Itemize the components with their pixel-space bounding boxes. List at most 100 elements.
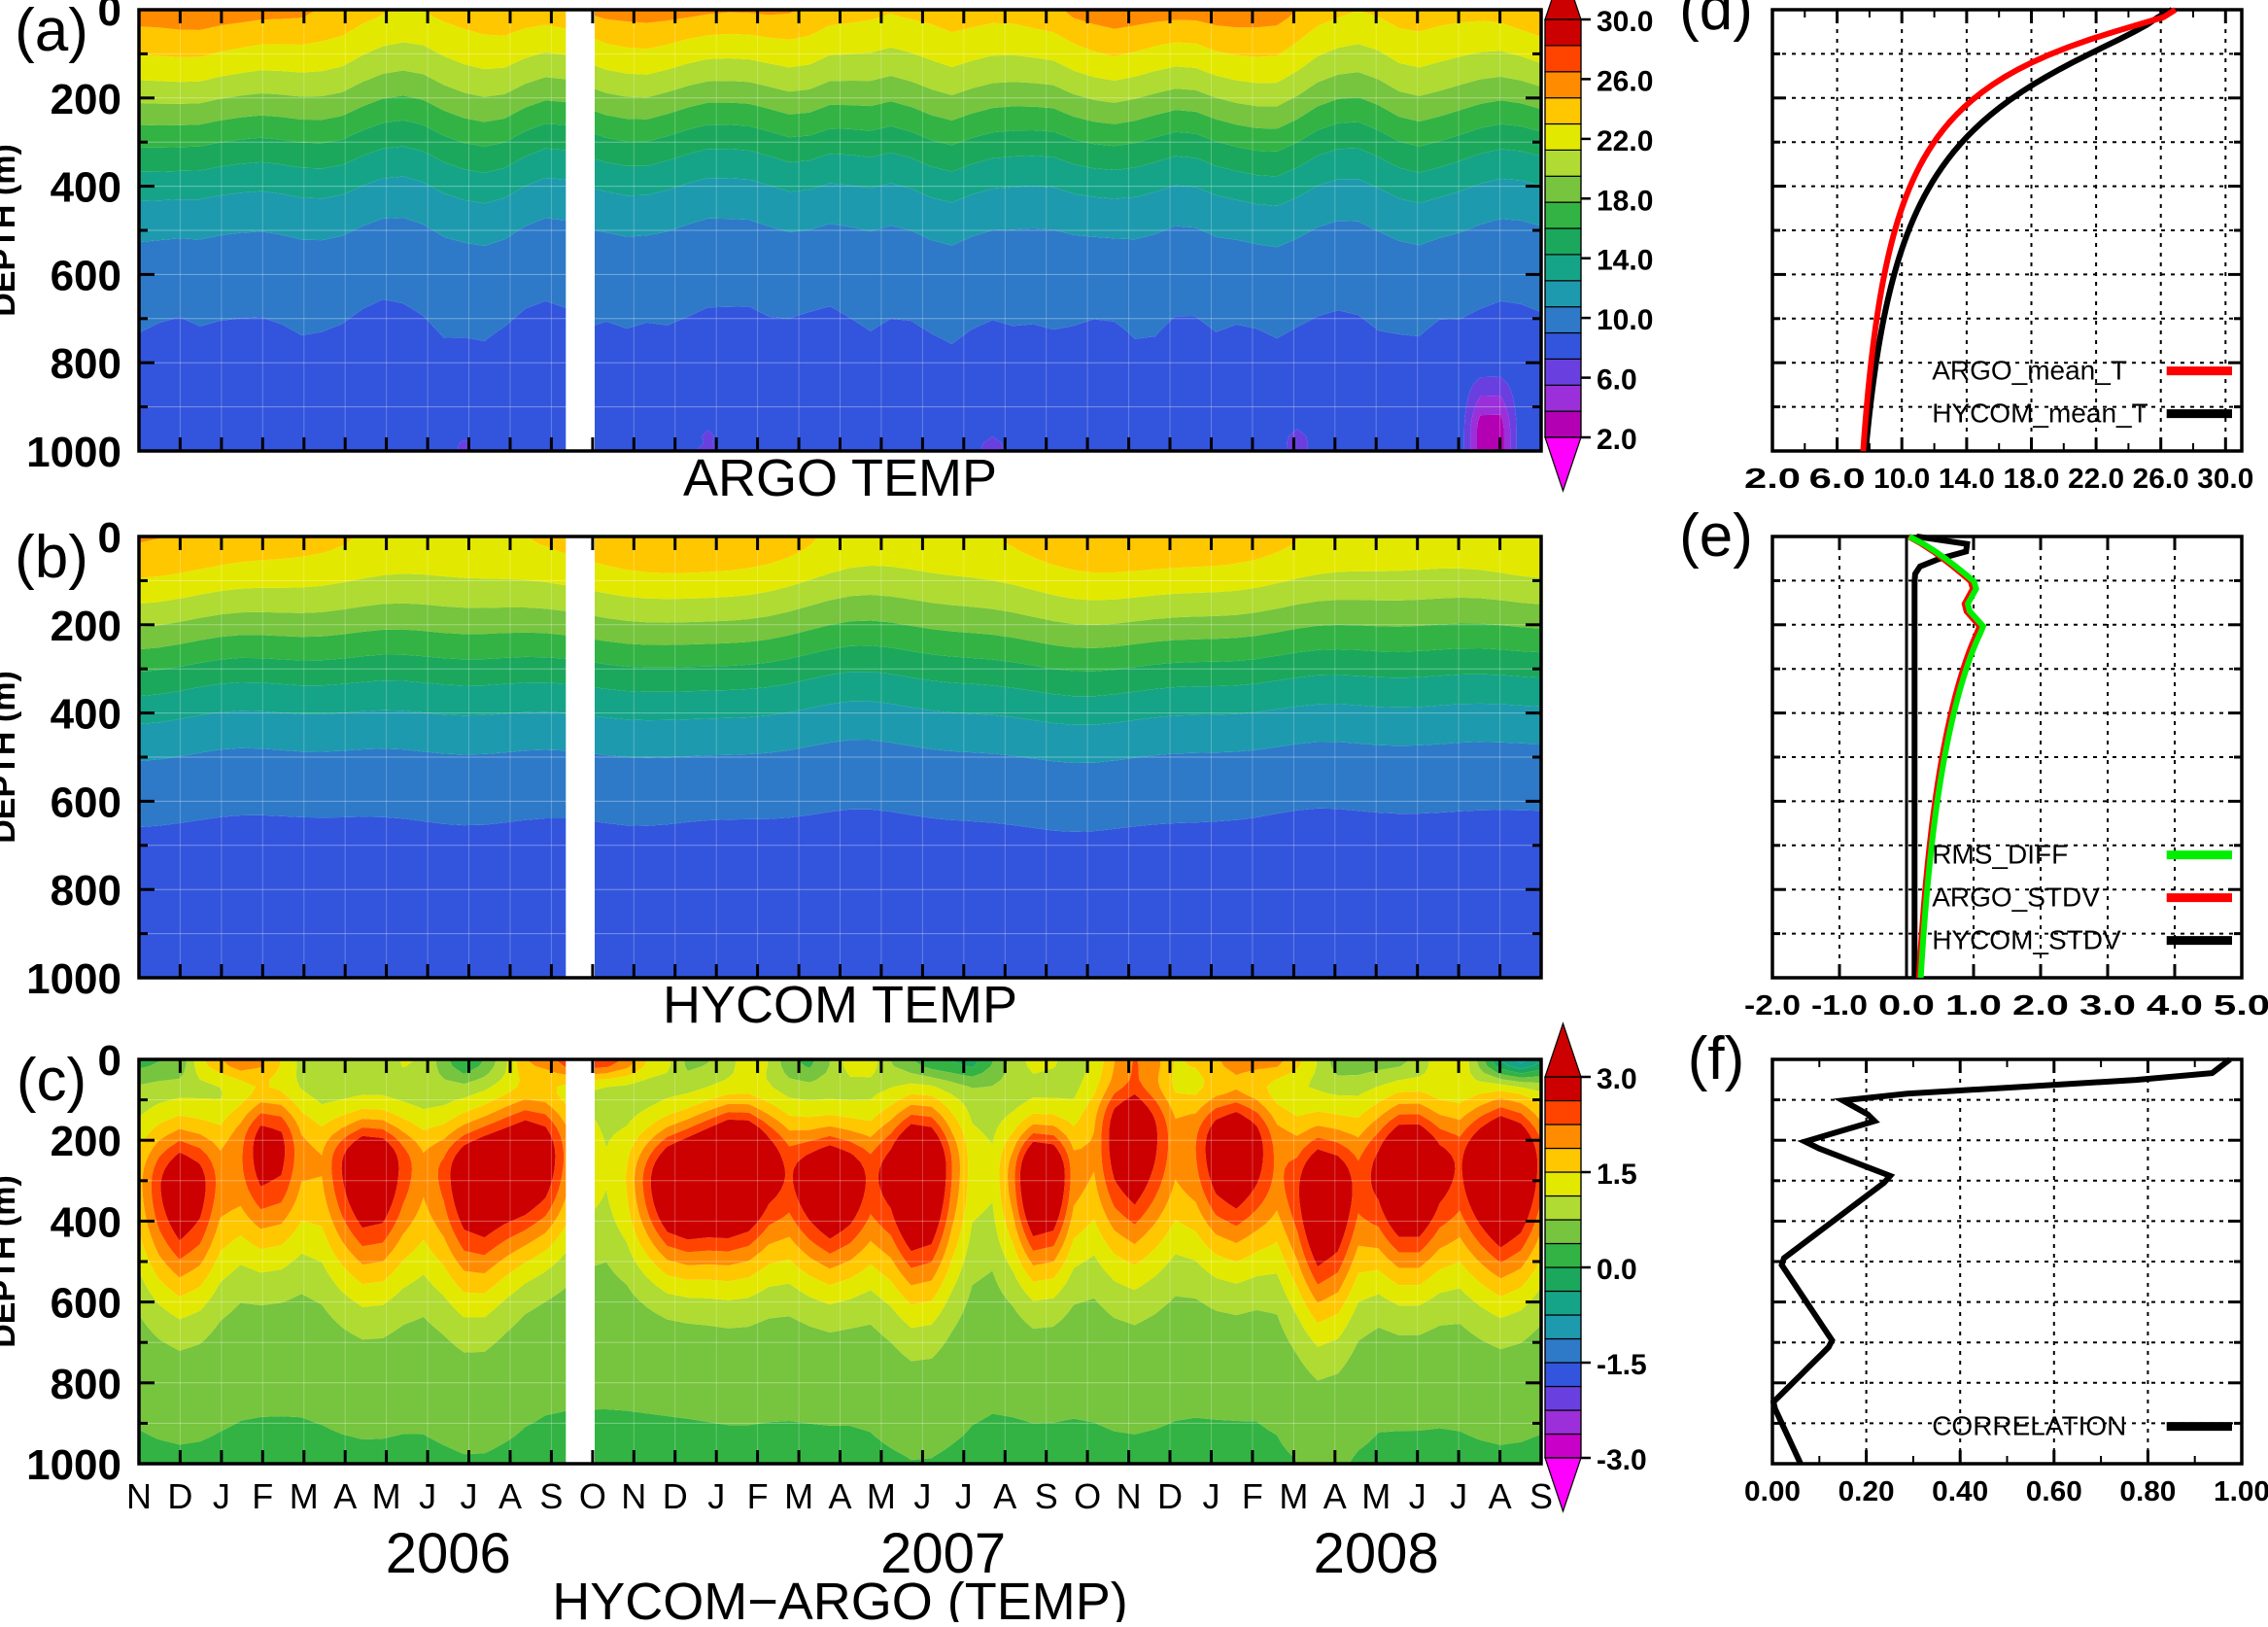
- svg-text:6.0: 6.0: [1809, 464, 1866, 495]
- svg-text:200: 200: [51, 76, 121, 123]
- svg-text:J: J: [1450, 1476, 1467, 1516]
- svg-text:200: 200: [51, 1118, 121, 1165]
- svg-text:22.0: 22.0: [2068, 464, 2124, 495]
- svg-text:(e): (e): [1679, 502, 1753, 570]
- svg-text:14.0: 14.0: [1597, 245, 1653, 277]
- svg-text:-1.5: -1.5: [1597, 1349, 1647, 1381]
- svg-text:2.0: 2.0: [1597, 424, 1637, 456]
- svg-text:0: 0: [98, 0, 121, 35]
- svg-text:(d): (d): [1679, 0, 1753, 43]
- svg-text:J: J: [213, 1476, 230, 1516]
- svg-text:1.0: 1.0: [1945, 990, 2002, 1021]
- svg-text:400: 400: [51, 164, 121, 212]
- svg-text:M: M: [372, 1476, 401, 1516]
- svg-text:N: N: [621, 1476, 646, 1516]
- svg-text:1.5: 1.5: [1597, 1159, 1637, 1191]
- svg-text:HYCOM−ARGO (TEMP): HYCOM−ARGO (TEMP): [552, 1573, 1128, 1622]
- svg-text:0: 0: [98, 514, 121, 562]
- svg-text:30.0: 30.0: [2197, 464, 2253, 495]
- svg-text:HYCOM_STDV: HYCOM_STDV: [1932, 925, 2121, 955]
- svg-text:30.0: 30.0: [1597, 6, 1653, 38]
- svg-text:HYCOM TEMP: HYCOM TEMP: [663, 976, 1017, 1034]
- svg-text:N: N: [126, 1476, 152, 1516]
- svg-text:-1.0: -1.0: [1811, 990, 1868, 1021]
- svg-text:(b): (b): [15, 524, 88, 591]
- svg-text:0.00: 0.00: [1744, 1476, 1801, 1507]
- svg-text:DEPTH (m): DEPTH (m): [0, 144, 22, 317]
- svg-text:J: J: [1409, 1476, 1426, 1516]
- svg-text:A: A: [1489, 1476, 1512, 1516]
- svg-text:5.0: 5.0: [2214, 990, 2268, 1021]
- svg-text:ARGO_mean_T: ARGO_mean_T: [1932, 356, 2127, 386]
- svg-text:DEPTH (m): DEPTH (m): [0, 671, 22, 844]
- svg-text:2006: 2006: [386, 1522, 511, 1585]
- svg-text:ARGO_STDV: ARGO_STDV: [1932, 883, 2100, 913]
- svg-text:J: J: [1203, 1476, 1220, 1516]
- svg-text:0.80: 0.80: [2119, 1476, 2176, 1507]
- svg-text:O: O: [1074, 1476, 1101, 1516]
- svg-text:1000: 1000: [26, 955, 121, 1003]
- svg-text:1.00: 1.00: [2214, 1476, 2268, 1507]
- svg-text:400: 400: [51, 691, 121, 739]
- svg-text:0.40: 0.40: [1932, 1476, 1988, 1507]
- svg-text:J: J: [461, 1476, 478, 1516]
- svg-text:0: 0: [98, 1037, 121, 1085]
- svg-text:18.0: 18.0: [2004, 464, 2060, 495]
- svg-text:0.20: 0.20: [1838, 1476, 1895, 1507]
- svg-text:D: D: [167, 1476, 192, 1516]
- svg-text:2.0: 2.0: [1744, 464, 1801, 495]
- svg-text:14.0: 14.0: [1939, 464, 1995, 495]
- svg-text:ARGO TEMP: ARGO TEMP: [683, 449, 997, 507]
- svg-text:J: J: [707, 1476, 725, 1516]
- svg-text:10.0: 10.0: [1873, 464, 1930, 495]
- svg-text:26.0: 26.0: [2133, 464, 2189, 495]
- svg-text:O: O: [579, 1476, 606, 1516]
- svg-text:600: 600: [51, 779, 121, 826]
- svg-text:M: M: [867, 1476, 896, 1516]
- svg-text:F: F: [1242, 1476, 1263, 1516]
- svg-text:2.0: 2.0: [2012, 990, 2069, 1021]
- svg-text:600: 600: [51, 252, 121, 299]
- svg-text:M: M: [784, 1476, 813, 1516]
- svg-text:J: J: [419, 1476, 436, 1516]
- svg-text:200: 200: [51, 603, 121, 650]
- svg-text:400: 400: [51, 1198, 121, 1246]
- svg-text:0.0: 0.0: [1878, 990, 1935, 1021]
- svg-text:D: D: [1157, 1476, 1183, 1516]
- svg-text:3.0: 3.0: [1597, 1063, 1637, 1095]
- svg-text:J: J: [913, 1476, 931, 1516]
- svg-text:0.60: 0.60: [2026, 1476, 2082, 1507]
- svg-text:N: N: [1117, 1476, 1142, 1516]
- svg-text:22.0: 22.0: [1597, 125, 1653, 157]
- svg-text:3.0: 3.0: [2079, 990, 2136, 1021]
- svg-text:DEPTH (m): DEPTH (m): [0, 1175, 22, 1348]
- svg-text:6.0: 6.0: [1597, 364, 1637, 397]
- svg-text:CORRELATION: CORRELATION: [1932, 1411, 2126, 1441]
- svg-text:2008: 2008: [1314, 1522, 1439, 1585]
- svg-text:(c): (c): [17, 1047, 86, 1114]
- svg-text:600: 600: [51, 1280, 121, 1328]
- svg-text:A: A: [498, 1476, 522, 1516]
- svg-text:4.0: 4.0: [2147, 990, 2203, 1021]
- svg-text:1000: 1000: [26, 429, 121, 476]
- svg-text:A: A: [993, 1476, 1016, 1516]
- svg-text:M: M: [290, 1476, 319, 1516]
- svg-text:10.0: 10.0: [1597, 304, 1653, 336]
- svg-text:J: J: [955, 1476, 973, 1516]
- svg-text:(a): (a): [15, 0, 88, 64]
- svg-text:S: S: [539, 1476, 563, 1516]
- svg-text:-2.0: -2.0: [1744, 990, 1801, 1021]
- svg-text:HYCOM_mean_T: HYCOM_mean_T: [1932, 398, 2148, 429]
- svg-text:M: M: [1361, 1476, 1391, 1516]
- svg-text:-3.0: -3.0: [1597, 1444, 1647, 1476]
- svg-text:F: F: [747, 1476, 769, 1516]
- svg-text:800: 800: [51, 340, 121, 388]
- svg-text:F: F: [252, 1476, 273, 1516]
- svg-text:S: S: [1529, 1476, 1553, 1516]
- svg-text:800: 800: [51, 867, 121, 915]
- svg-text:800: 800: [51, 1361, 121, 1408]
- svg-text:M: M: [1279, 1476, 1308, 1516]
- svg-text:1000: 1000: [26, 1441, 121, 1489]
- svg-text:D: D: [663, 1476, 688, 1516]
- svg-text:A: A: [828, 1476, 851, 1516]
